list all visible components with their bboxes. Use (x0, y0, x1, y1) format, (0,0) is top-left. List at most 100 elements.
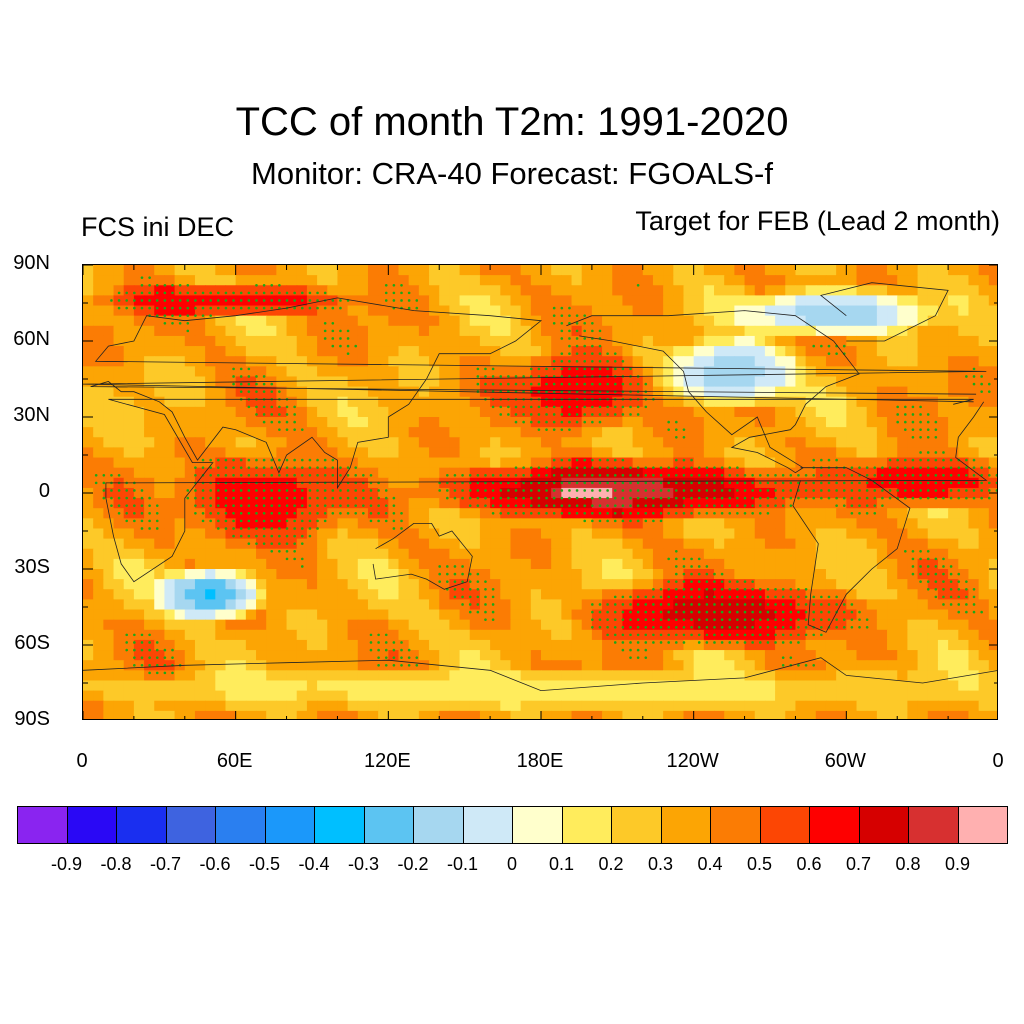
heatmap-cell (988, 396, 997, 408)
heatmap-cell (408, 528, 420, 540)
heatmap-cell (887, 680, 898, 692)
heatmap-cell (652, 417, 664, 428)
heatmap-cell (825, 710, 837, 719)
heatmap-cell (123, 690, 135, 702)
heatmap-cell (602, 528, 613, 540)
heatmap-cell (622, 650, 634, 661)
heatmap-cell (917, 589, 929, 600)
heatmap-cell (449, 670, 461, 682)
heatmap-cell (937, 680, 949, 692)
heatmap-cell (734, 670, 746, 682)
heatmap-cell (418, 700, 430, 712)
heatmap-cell (652, 579, 664, 590)
heatmap-cell (479, 569, 491, 580)
heatmap-cell (714, 619, 725, 631)
heatmap-cell (968, 660, 980, 671)
heatmap-cell (500, 346, 512, 357)
heatmap-cell (805, 680, 817, 692)
heatmap-cell (83, 437, 94, 448)
heatmap-cell (551, 650, 562, 661)
heatmap-cell (215, 619, 227, 631)
heatmap-cell (541, 406, 552, 418)
heatmap-cell (449, 356, 461, 367)
heatmap-cell (367, 660, 379, 671)
heatmap-cell (490, 700, 501, 712)
heatmap-cell (968, 386, 980, 398)
stipple-dot (965, 473, 968, 477)
heatmap-cell (724, 346, 735, 357)
heatmap-cell (490, 619, 501, 631)
stipple-dot (575, 314, 579, 317)
heatmap-cell (225, 710, 237, 719)
heatmap-cell (795, 386, 807, 398)
stipple-dot (209, 466, 212, 469)
stipple-dot (949, 473, 953, 477)
stipple-dot (972, 489, 976, 492)
heatmap-cell (225, 579, 237, 590)
stipple-dot (858, 466, 861, 469)
heatmap-cell (317, 660, 328, 671)
heatmap-cell (500, 356, 512, 367)
stipple-dot (331, 306, 335, 310)
heatmap-cell (917, 356, 929, 367)
stipple-dot (507, 489, 510, 492)
stipple-dot (644, 382, 648, 386)
heatmap-cell (133, 275, 145, 286)
heatmap-cell (429, 457, 440, 469)
stipple-dot (659, 473, 663, 477)
heatmap-cell (673, 548, 685, 560)
heatmap-cell (530, 376, 542, 388)
heatmap-cell (439, 406, 450, 418)
heatmap-cell (398, 609, 410, 621)
heatmap-cell (194, 660, 206, 671)
heatmap-cell (734, 508, 746, 519)
heatmap-cell (551, 335, 562, 347)
stipple-dot (675, 428, 678, 431)
heatmap-cell (948, 295, 959, 307)
heatmap-cell (673, 356, 685, 367)
heatmap-cell (205, 700, 216, 712)
heatmap-cell (306, 265, 318, 276)
stipple-dot (415, 306, 419, 310)
heatmap-cell (245, 447, 257, 459)
stipple-dot (148, 276, 151, 279)
stipple-dot (598, 489, 602, 492)
stipple-dot (316, 291, 319, 295)
heatmap-cell (408, 569, 420, 580)
heatmap-cell (785, 710, 797, 719)
heatmap-cell (652, 275, 664, 286)
heatmap-cell (775, 366, 786, 378)
heatmap-cell (734, 538, 746, 550)
heatmap-cell (846, 315, 858, 327)
heatmap-cell (876, 619, 888, 631)
heatmap-cell (337, 538, 349, 550)
heatmap-cell (897, 639, 908, 651)
stipple-dot (842, 489, 846, 492)
stipple-dot (163, 306, 167, 310)
stipple-dot (873, 473, 877, 477)
heatmap-cell (449, 680, 461, 692)
heatmap-cell (632, 467, 644, 479)
heatmap-cell (978, 396, 990, 408)
heatmap-cell (429, 518, 440, 530)
stipple-dot (629, 413, 632, 416)
heatmap-cell (235, 285, 247, 296)
heatmap-cell (693, 670, 705, 682)
stipple-dot (568, 458, 571, 462)
heatmap-cell (571, 639, 583, 651)
heatmap-cell (815, 670, 827, 682)
heatmap-cell (917, 447, 929, 459)
heatmap-cell (469, 710, 481, 719)
heatmap-cell (887, 650, 898, 661)
heatmap-cell (154, 406, 166, 418)
heatmap-cell (306, 467, 318, 479)
stipple-dot (583, 466, 587, 469)
heatmap-cell (296, 265, 308, 276)
stipple-dot (636, 382, 640, 386)
heatmap-cell (541, 366, 552, 378)
heatmap-cell (866, 629, 878, 641)
heatmap-cell (663, 690, 674, 702)
stipple-dot (636, 481, 640, 485)
stipple-dot (300, 489, 304, 492)
heatmap-cell (968, 315, 980, 327)
